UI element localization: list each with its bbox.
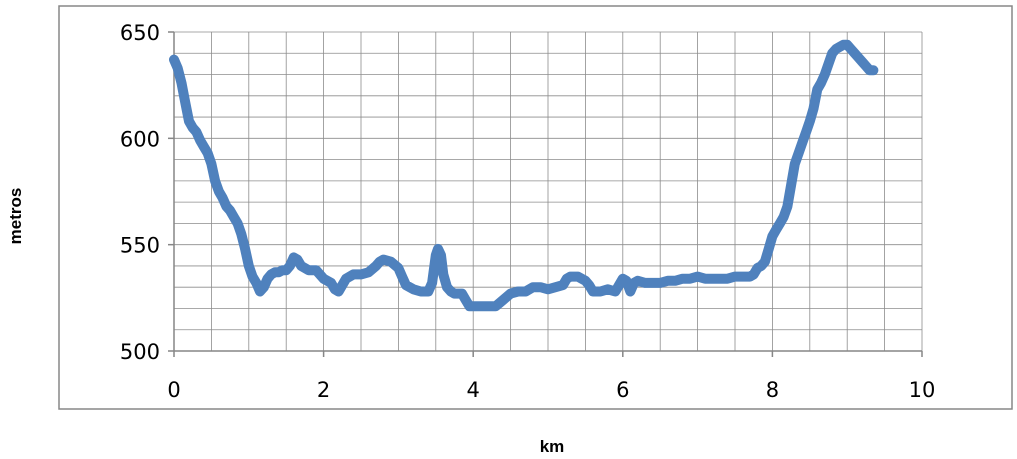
y-tick-label: 500 bbox=[120, 340, 160, 364]
series-layer bbox=[169, 39, 879, 312]
y-tick-label: 550 bbox=[120, 234, 160, 258]
gridlines bbox=[173, 31, 923, 352]
x-tick-label: 2 bbox=[317, 378, 330, 402]
y-axis-title: metros bbox=[6, 188, 25, 245]
x-tick-label: 8 bbox=[766, 378, 779, 402]
y-tick-label: 650 bbox=[120, 21, 160, 45]
tick-labels: 0 2 4 6 8 10 500 550 600 650 bbox=[120, 21, 935, 402]
x-tick-label: 10 bbox=[909, 378, 936, 402]
x-tick-label: 0 bbox=[167, 378, 180, 402]
elevation-series-line bbox=[169, 39, 879, 312]
axes bbox=[168, 31, 923, 357]
x-tick-label: 6 bbox=[616, 378, 629, 402]
y-tick-label: 600 bbox=[120, 127, 160, 151]
x-axis-title: km bbox=[540, 437, 565, 456]
chart-border bbox=[58, 5, 1013, 410]
x-tick-label: 4 bbox=[467, 378, 480, 402]
